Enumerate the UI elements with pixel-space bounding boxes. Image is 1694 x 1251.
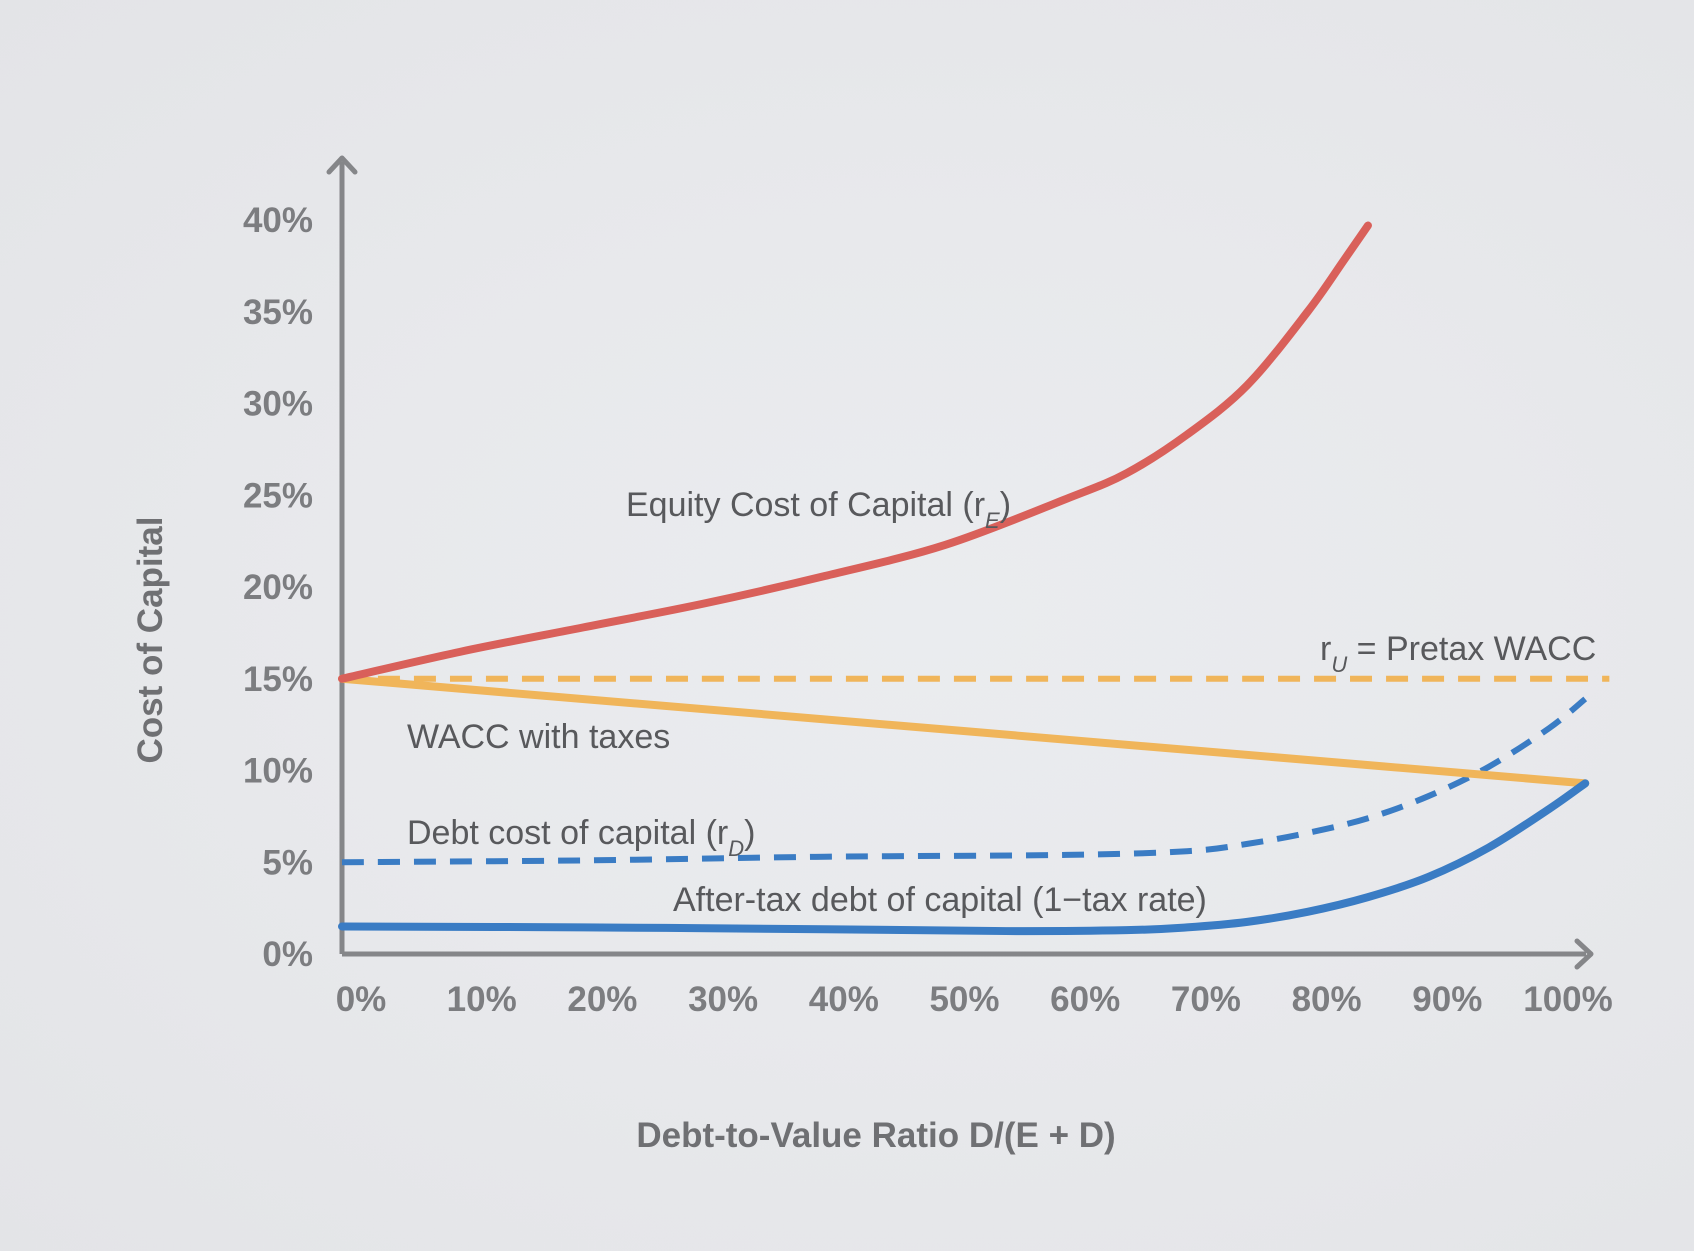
series-label-wacc-with-taxes: WACC with taxes bbox=[407, 718, 670, 756]
x-tick-label: 50% bbox=[929, 980, 999, 1019]
series-label-main: r bbox=[1320, 630, 1331, 668]
series-line-debt-cost-of-capital-rd bbox=[341, 696, 1588, 866]
series-label-end: = Pretax WACC bbox=[1347, 630, 1596, 668]
series-label-subscript: E bbox=[985, 508, 1000, 533]
y-tick-label: 10% bbox=[243, 752, 313, 791]
x-tick-label: 80% bbox=[1292, 980, 1362, 1019]
series-label-debt-cost-of-capital-rd: Debt cost of capital (rD) bbox=[407, 814, 755, 861]
x-tick-label: 30% bbox=[688, 980, 758, 1019]
y-tick-label: 20% bbox=[243, 568, 313, 607]
series-label-main: Equity Cost of Capital (r bbox=[626, 486, 985, 524]
series-line-wacc-with-taxes bbox=[338, 674, 1590, 788]
series-label-after-tax-debt-of-capital-1-tax-rate: After-tax debt of capital (1−tax rate) bbox=[673, 881, 1207, 919]
x-tick-label: 60% bbox=[1050, 980, 1120, 1019]
y-tick-label: 5% bbox=[262, 843, 313, 882]
series-label-subscript: D bbox=[728, 836, 744, 861]
series-label-equity-cost-of-capital-re: Equity Cost of Capital (rE) bbox=[626, 486, 1011, 533]
series-lines bbox=[338, 221, 1610, 936]
x-tick-label: 100% bbox=[1523, 980, 1613, 1019]
y-tick-label: 35% bbox=[243, 293, 313, 332]
x-tick-label: 90% bbox=[1412, 980, 1482, 1019]
x-tick-label: 20% bbox=[567, 980, 637, 1019]
series-label-end: ) bbox=[1000, 486, 1011, 524]
y-tick-label: 40% bbox=[243, 201, 313, 240]
x-tick-label: 40% bbox=[809, 980, 879, 1019]
x-tick-label: 10% bbox=[447, 980, 517, 1019]
x-tick-label: 70% bbox=[1171, 980, 1241, 1019]
series-label-end: ) bbox=[744, 814, 755, 852]
y-axis-arrow bbox=[326, 155, 358, 175]
y-axis-title: Cost of Capital bbox=[131, 517, 170, 764]
y-tick-label: 30% bbox=[243, 385, 313, 424]
x-axis-arrow bbox=[1574, 938, 1594, 970]
series-label-subscript: U bbox=[1331, 652, 1347, 677]
y-tick-label: 25% bbox=[243, 476, 313, 515]
series-labels: Equity Cost of Capital (rE) rU = Pretax W… bbox=[407, 486, 1596, 919]
x-tick-label: 0% bbox=[336, 980, 387, 1019]
series-line-equity-cost-of-capital-re bbox=[338, 221, 1372, 683]
series-label-main: After-tax debt of capital (1−tax rate) bbox=[673, 881, 1207, 919]
series-label-main: WACC with taxes bbox=[407, 718, 670, 756]
x-axis-title: Debt-to-Value Ratio D/(E + D) bbox=[636, 1116, 1115, 1155]
y-tick-label: 15% bbox=[243, 660, 313, 699]
series-label-main: Debt cost of capital (r bbox=[407, 814, 728, 852]
y-tick-label: 0% bbox=[262, 935, 313, 974]
axes bbox=[326, 155, 1594, 970]
ticks: 0% 5% 10% 15% 20% 25% 30% 35% 40% 0% 10% 20% 30% 40% 5… bbox=[243, 201, 1613, 1019]
series-label-ru-pretax-wacc: rU = Pretax WACC bbox=[1320, 630, 1596, 677]
series-line-after-tax-debt-of-capital-1-tax-rate bbox=[338, 779, 1590, 936]
